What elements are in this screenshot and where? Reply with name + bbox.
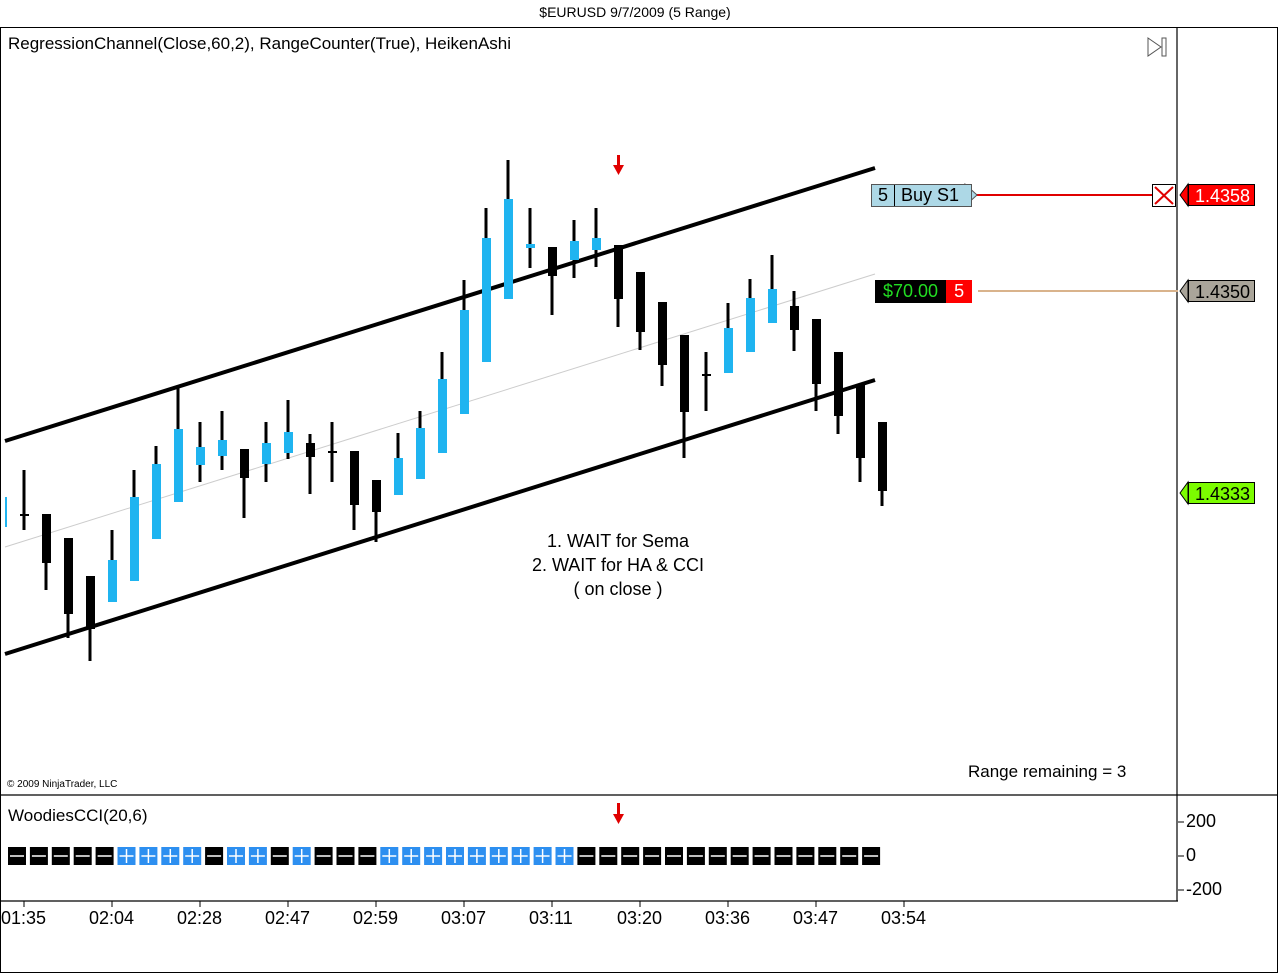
- scroll-to-end-button[interactable]: [1146, 36, 1170, 58]
- position-label[interactable]: $70.00 5: [875, 280, 973, 303]
- bull-candle: [460, 310, 469, 414]
- bull-candle: [284, 432, 293, 453]
- window-title: $EURUSD 9/7/2009 (5 Range): [539, 4, 731, 20]
- bear-candle: [86, 576, 95, 629]
- x-axis-tick-label: 02:04: [89, 908, 135, 928]
- x-axis-tick-label: 03:54: [881, 908, 927, 928]
- bear-candle: [658, 302, 667, 365]
- bull-candle: [504, 199, 513, 299]
- bear-candle: [42, 514, 51, 563]
- bear-candle: [878, 422, 887, 491]
- scroll-end-icon: [1147, 37, 1167, 57]
- x-axis-tick-label: 02:28: [177, 908, 223, 928]
- bear-candle: [702, 374, 711, 376]
- bear-candle: [372, 480, 381, 512]
- bull-candle: [416, 428, 425, 479]
- cci-signal-arrow-icon: [613, 803, 624, 824]
- annotation-line-2: 2. WAIT for HA & CCI: [531, 555, 705, 575]
- indicators-label: RegressionChannel(Close,60,2), RangeCoun…: [8, 34, 512, 53]
- bull-candle: [592, 238, 601, 250]
- last-price-tag: 1.4333: [1188, 482, 1256, 504]
- bear-candle: [306, 443, 315, 457]
- bull-candle: [482, 238, 491, 362]
- bear-candle: [790, 306, 799, 330]
- x-axis-tick-label: 03:11: [529, 908, 573, 928]
- bear-candle: [64, 538, 73, 614]
- bear-candle: [834, 352, 843, 416]
- order-label[interactable]: 5 Buy S1: [871, 184, 973, 207]
- sell-signal-arrow-icon: [613, 155, 624, 175]
- bear-candle: [856, 384, 865, 458]
- bear-candle: [812, 319, 821, 384]
- annotation-line-1: 1. WAIT for Sema: [546, 531, 690, 551]
- bull-candle: [262, 443, 271, 464]
- bear-candle: [680, 335, 689, 412]
- bull-candle: [746, 298, 755, 352]
- bear-candle: [350, 451, 359, 505]
- bull-candle: [130, 497, 139, 581]
- x-axis-tick-label: 03:20: [617, 908, 663, 928]
- bull-candle: [196, 447, 205, 465]
- x-axis-tick-label: 03:47: [793, 908, 839, 928]
- cci-ytick-200: 200: [1186, 811, 1217, 831]
- x-axis-tick-label: 03:07: [441, 908, 487, 928]
- bear-candle: [240, 449, 249, 478]
- chart-annotation: 1. WAIT for Sema 2. WAIT for HA & CCI ( …: [490, 529, 746, 601]
- bull-candle: [218, 440, 227, 456]
- bear-candle: [328, 451, 337, 453]
- range-remaining: Range remaining = 3: [968, 762, 1127, 781]
- bull-candle: [570, 241, 579, 260]
- cci-label: WoodiesCCI(20,6): [8, 806, 148, 825]
- close-icon: [1154, 186, 1174, 205]
- cancel-order-button[interactable]: [1152, 184, 1176, 207]
- candles-group: [20, 160, 887, 661]
- order-quantity: 5: [872, 185, 896, 206]
- bear-candle: [614, 245, 623, 299]
- bull-candle: [394, 458, 403, 495]
- order-price-tag: 1.4358: [1188, 184, 1256, 206]
- bull-candle: [768, 289, 777, 323]
- annotation-line-3: ( on close ): [573, 579, 663, 599]
- x-axis-tick-label: 02:47: [265, 908, 311, 928]
- order-name: Buy S1: [901, 185, 960, 205]
- cci-histogram: [8, 847, 881, 865]
- bear-candle: [20, 514, 29, 516]
- position-price-tag: 1.4350: [1188, 280, 1256, 302]
- position-pnl: $70.00: [875, 280, 947, 303]
- x-axis-tick-label: 01:35: [1, 908, 47, 928]
- regression-upper-line: [4, 166, 876, 443]
- cci-ytick-neg200: -200: [1186, 879, 1223, 899]
- x-axis-tick-label: 03:36: [705, 908, 751, 928]
- regression-lower-line: [4, 378, 876, 656]
- x-axis-tick-label: 02:59: [353, 908, 399, 928]
- bull-candle: [174, 429, 183, 502]
- chart-frame: [0, 27, 1278, 973]
- copyright-text: © 2009 NinjaTrader, LLC: [7, 779, 118, 790]
- bear-candle: [548, 247, 557, 276]
- bull-candle: [108, 560, 117, 602]
- position-quantity: 5: [946, 280, 973, 303]
- bear-candle: [636, 272, 645, 332]
- bull-candle: [152, 464, 161, 539]
- bull-candle: [438, 379, 447, 453]
- bull-candle: [724, 328, 733, 373]
- bull-candle: [526, 244, 535, 248]
- cci-ytick-0: 0: [1186, 845, 1197, 865]
